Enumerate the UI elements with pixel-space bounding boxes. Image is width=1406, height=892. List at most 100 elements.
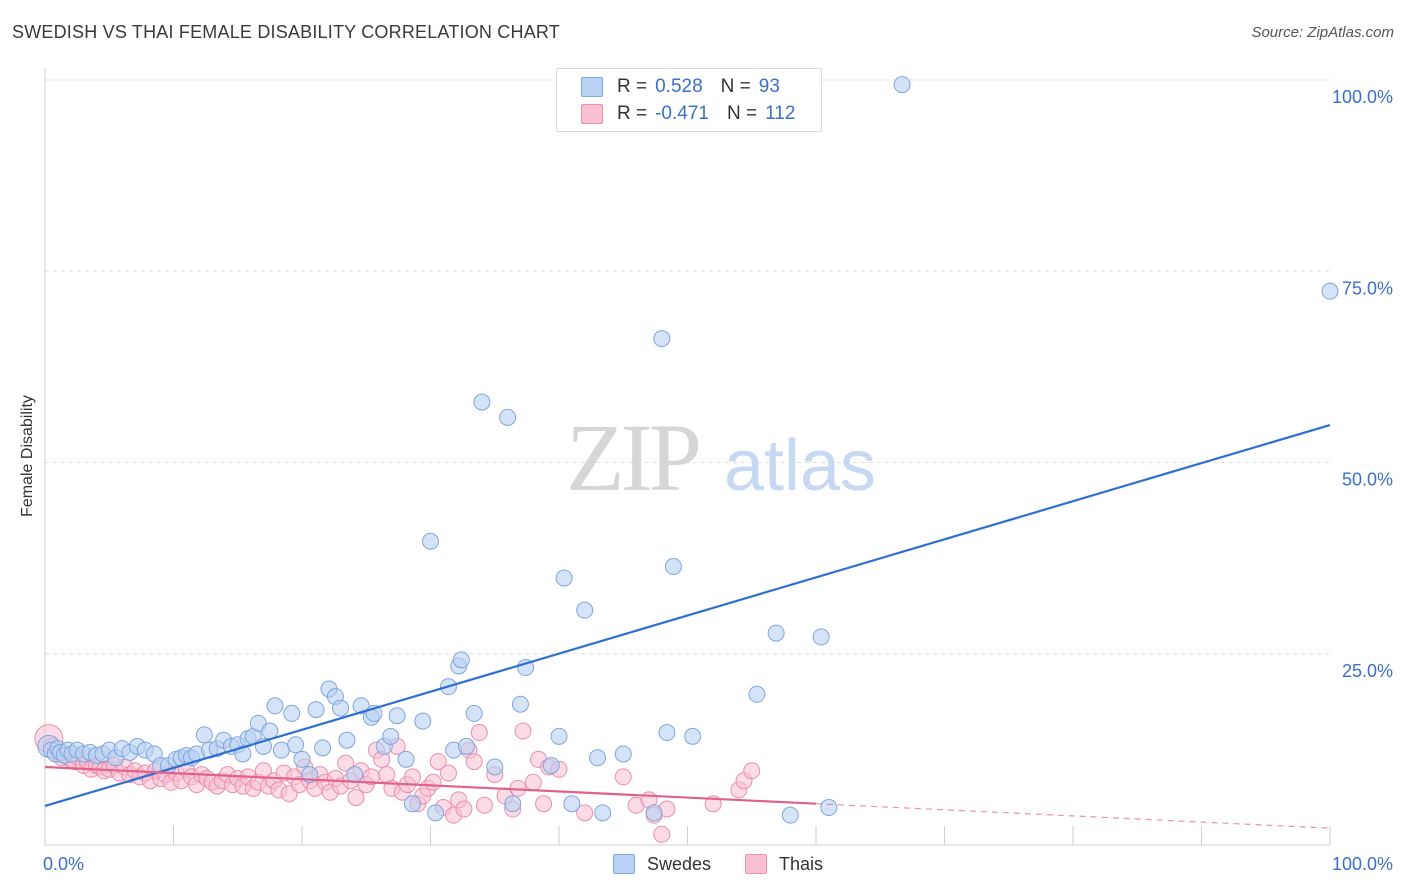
swedes-point bbox=[767, 624, 785, 642]
thais-point bbox=[576, 804, 594, 822]
bottom-legend-label-swedes: Swedes bbox=[647, 853, 712, 874]
thais-point bbox=[429, 753, 447, 771]
swedes-point bbox=[614, 745, 632, 763]
swedes-point bbox=[338, 731, 356, 749]
swedes-point bbox=[1321, 282, 1339, 300]
legend-swatch-swedes bbox=[581, 77, 603, 97]
swedes-point bbox=[563, 795, 581, 813]
y-tick-label-3: 100.0% bbox=[1332, 87, 1393, 107]
swedes-point bbox=[517, 659, 535, 677]
legend-r-label: R = bbox=[617, 103, 648, 124]
swedes-point bbox=[397, 750, 415, 768]
legend-n-label: N = bbox=[726, 103, 758, 124]
swedes-point bbox=[893, 76, 911, 94]
y-tick-label-2: 75.0% bbox=[1342, 278, 1393, 298]
swedes-point bbox=[293, 750, 311, 768]
swedes-point bbox=[664, 558, 682, 576]
watermark-zip: ZIP bbox=[566, 404, 699, 511]
thais-point bbox=[475, 796, 493, 814]
source-label: Source: ZipAtlas.com bbox=[1251, 24, 1394, 41]
thais-point bbox=[470, 724, 488, 742]
y-tick-label-1: 50.0% bbox=[1342, 470, 1393, 490]
thais-point bbox=[254, 762, 272, 780]
thais-point bbox=[743, 762, 761, 780]
swedes-point bbox=[499, 408, 517, 426]
swedes-point bbox=[332, 699, 350, 717]
swedes-point bbox=[266, 697, 284, 715]
swedes-point bbox=[414, 712, 432, 730]
tick-labels: 25.0% 50.0% 75.0% 100.0% 0.0% 100.0% bbox=[43, 87, 1393, 874]
swedes-point bbox=[314, 739, 332, 757]
thais-point bbox=[614, 768, 632, 786]
swedes-point bbox=[307, 701, 325, 719]
swedes-point bbox=[422, 532, 439, 550]
legend-r-label: R = bbox=[617, 76, 648, 97]
legend-n-value: 93 bbox=[758, 76, 780, 97]
swedes-point bbox=[473, 393, 491, 411]
correlation-legend: R = 0.528 N = 93 R = -0.471 N = 112 bbox=[556, 68, 822, 132]
swedes-trend-line bbox=[44, 423, 1331, 808]
swedes-point bbox=[465, 704, 483, 722]
bottom-legend-thais: Thais bbox=[745, 852, 823, 876]
thais-point bbox=[347, 789, 365, 807]
swedes-point bbox=[576, 601, 594, 619]
swedes-point bbox=[748, 685, 766, 703]
bottom-legend-swatch-thais bbox=[745, 854, 767, 874]
swedes-point bbox=[388, 707, 406, 725]
swedes-point bbox=[645, 804, 663, 822]
swedes-point bbox=[812, 628, 830, 646]
swedes-point bbox=[589, 749, 607, 767]
swedes-point bbox=[457, 737, 475, 755]
thais-point bbox=[455, 800, 473, 818]
swedes-point bbox=[653, 330, 671, 348]
thais-point bbox=[465, 753, 483, 771]
legend-n-label: N = bbox=[720, 76, 751, 97]
swedes-point bbox=[346, 766, 364, 784]
legend-n-value: 112 bbox=[765, 103, 796, 124]
swedes-point bbox=[550, 727, 568, 745]
swedes-point bbox=[486, 758, 504, 776]
legend-r-value: 0.528 bbox=[655, 76, 703, 97]
legend-r-value: -0.471 bbox=[655, 103, 709, 124]
trend-lines bbox=[44, 423, 1331, 829]
swedes-point bbox=[352, 697, 370, 715]
watermark-atlas: atlas bbox=[724, 426, 876, 506]
swedes-point bbox=[452, 651, 470, 669]
thais-point bbox=[404, 768, 422, 786]
thais-trend-line bbox=[44, 765, 817, 805]
swedes-point bbox=[820, 799, 838, 817]
thais-point bbox=[514, 722, 532, 740]
axes bbox=[44, 68, 1331, 846]
swedes-point bbox=[382, 727, 400, 745]
swedes-point bbox=[287, 736, 305, 754]
bottom-legend-swatch-swedes bbox=[613, 854, 635, 874]
thais-point bbox=[535, 795, 553, 813]
swedes-point bbox=[272, 741, 290, 759]
thais-point bbox=[653, 825, 671, 843]
x-tick-label-1: 100.0% bbox=[1332, 854, 1393, 874]
thais-point bbox=[524, 773, 542, 791]
swedes-point bbox=[781, 806, 799, 824]
thais-point bbox=[424, 773, 442, 791]
bottom-legend-swedes: Swedes bbox=[613, 852, 711, 876]
series-swedes-points bbox=[37, 76, 1339, 824]
thais-point bbox=[337, 754, 355, 772]
swedes-point bbox=[404, 795, 422, 813]
legend-row-thais: R = -0.471 N = 112 bbox=[581, 103, 795, 125]
legend-row-swedes: R = 0.528 N = 93 bbox=[581, 76, 780, 98]
swedes-point bbox=[658, 724, 676, 742]
swedes-point bbox=[195, 726, 213, 744]
swedes-point bbox=[684, 727, 702, 745]
swedes-point bbox=[234, 745, 252, 763]
swedes-point bbox=[504, 795, 522, 813]
thais-trend-extension bbox=[815, 803, 1331, 829]
bottom-legend-label-thais: Thais bbox=[779, 853, 824, 874]
thais-point bbox=[439, 764, 457, 782]
swedes-point bbox=[283, 704, 301, 722]
chart-title: SWEDISH VS THAI FEMALE DISABILITY CORREL… bbox=[12, 22, 560, 42]
legend-swatch-thais bbox=[581, 104, 603, 124]
swedes-point bbox=[511, 695, 529, 713]
gridlines bbox=[45, 79, 1330, 655]
swedes-point bbox=[555, 569, 573, 587]
